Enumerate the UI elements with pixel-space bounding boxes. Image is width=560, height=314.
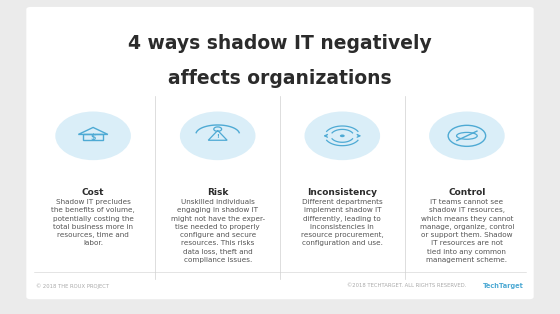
Text: Different departments
implement shadow IT
differently, leading to
inconsistencie: Different departments implement shadow I… xyxy=(301,199,384,246)
Text: $: $ xyxy=(90,133,96,142)
Ellipse shape xyxy=(305,111,380,160)
Circle shape xyxy=(340,134,345,137)
Text: Inconsistency: Inconsistency xyxy=(307,187,377,197)
Text: !: ! xyxy=(216,134,219,139)
Text: Cost: Cost xyxy=(82,187,104,197)
Text: Shadow IT precludes
the benefits of volume,
potentially costing the
total busine: Shadow IT precludes the benefits of volu… xyxy=(51,199,135,246)
Text: affects organizations: affects organizations xyxy=(168,69,392,88)
Text: 4 ways shadow IT negatively: 4 ways shadow IT negatively xyxy=(128,35,432,53)
Text: TechTarget: TechTarget xyxy=(483,283,524,289)
FancyBboxPatch shape xyxy=(26,7,534,299)
Ellipse shape xyxy=(180,111,255,160)
Text: © 2018 THE ROUX PROJECT: © 2018 THE ROUX PROJECT xyxy=(36,283,110,289)
Ellipse shape xyxy=(55,111,131,160)
Text: IT teams cannot see
shadow IT resources,
which means they cannot
manage, organiz: IT teams cannot see shadow IT resources,… xyxy=(419,199,514,263)
Bar xyxy=(83,134,103,140)
Text: Risk: Risk xyxy=(207,187,228,197)
Ellipse shape xyxy=(429,111,505,160)
Text: ©2018 TECHTARGET. ALL RIGHTS RESERVED.: ©2018 TECHTARGET. ALL RIGHTS RESERVED. xyxy=(347,283,466,288)
Text: Unskilled individuals
engaging in shadow IT
might not have the exper-
tise neede: Unskilled individuals engaging in shadow… xyxy=(171,199,265,263)
Text: Control: Control xyxy=(448,187,486,197)
